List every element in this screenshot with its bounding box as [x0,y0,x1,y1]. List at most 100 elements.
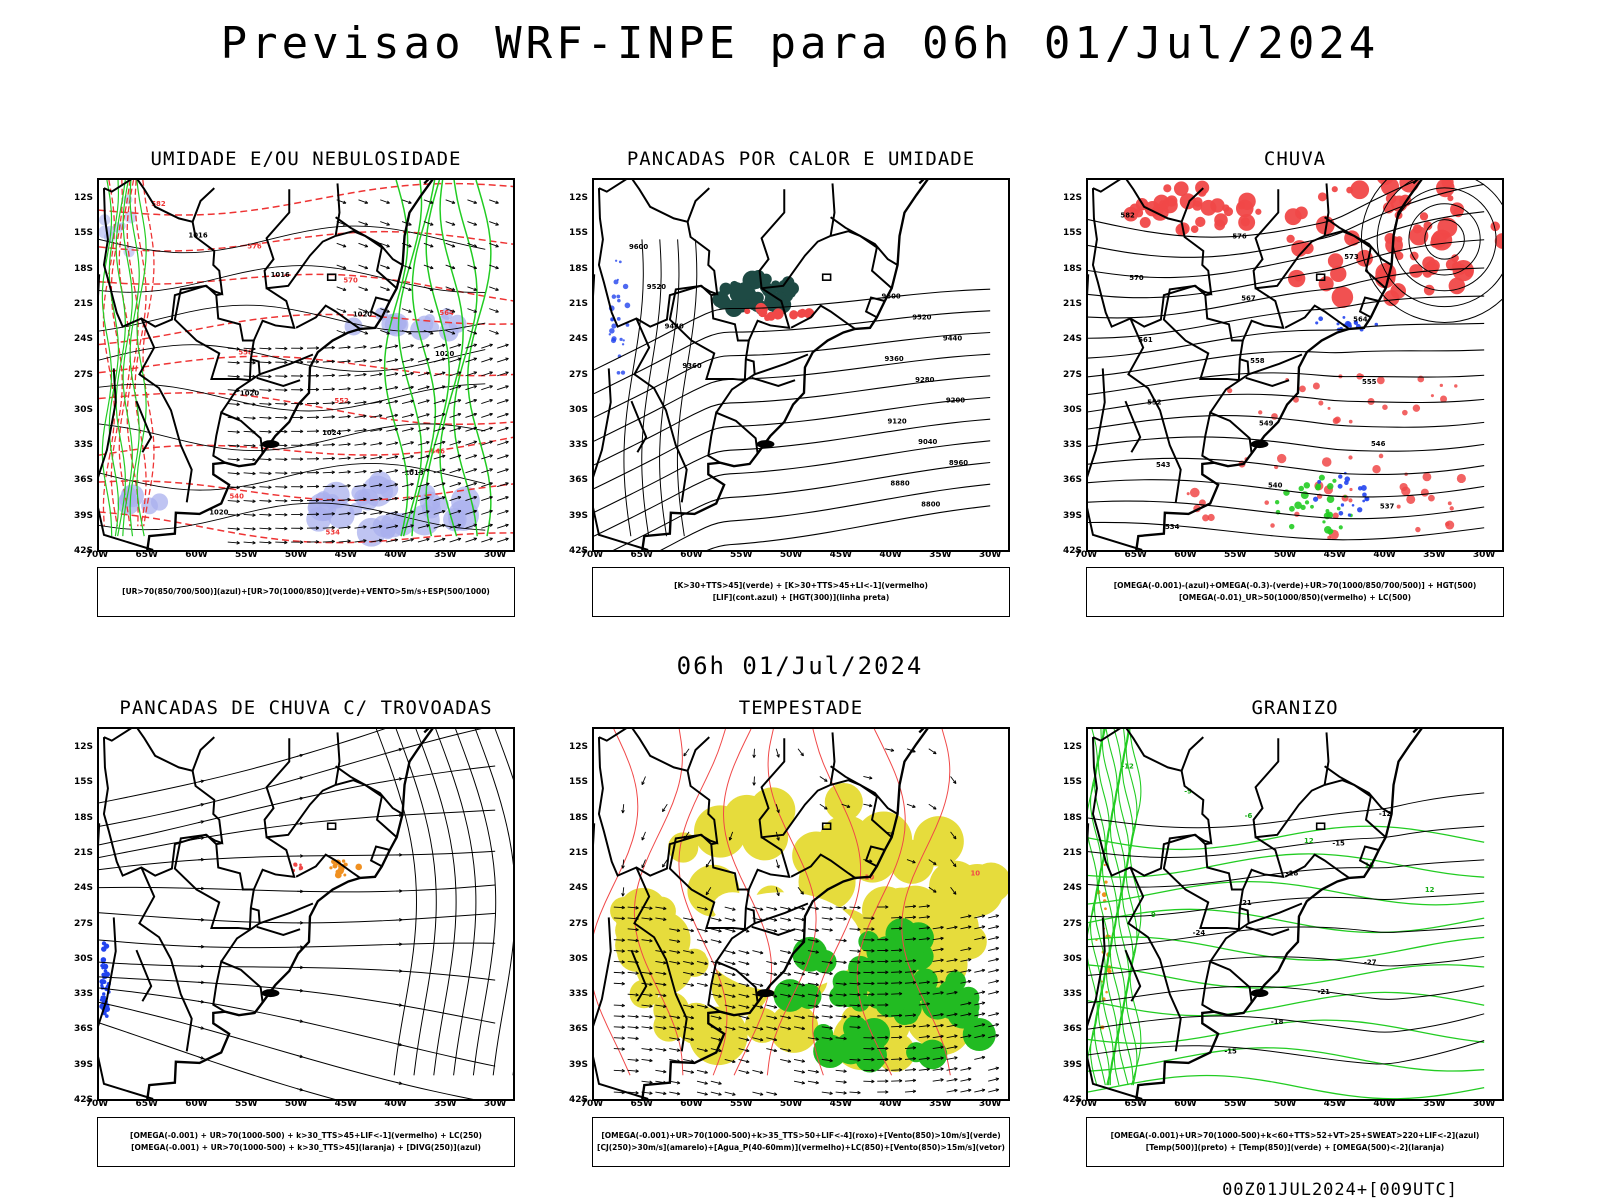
lon-tick-label: 40W [1373,1099,1396,1109]
svg-text:-21: -21 [1239,899,1252,907]
lon-tick-label: 45W [829,1099,853,1109]
svg-text:1015: 1015 [404,469,423,477]
lat-tick-label: 24S [568,334,588,345]
svg-text:546: 546 [1371,440,1386,448]
umidade-map: 582 576 570 564 558 552 546 540 534 1016 1016 1020 1… [97,178,515,552]
svg-text:576: 576 [247,242,262,250]
lat-tick-label: 42S [568,546,588,556]
chuva-map: 582 576 573 570 567 564 561 558 555 552 549 546 543 5… [1086,178,1504,552]
svg-text:-21: -21 [1317,988,1330,996]
svg-text:534: 534 [326,528,341,536]
lat-tick-label: 36S [73,1024,93,1035]
svg-text:9280: 9280 [915,376,934,384]
lat-tick-label: 18S [568,263,588,274]
svg-text:9520: 9520 [912,313,931,321]
lat-tick-label: 39S [73,510,93,521]
lat-tick-label: 36S [73,475,93,486]
svg-text:552: 552 [334,397,349,405]
svg-text:564: 564 [439,309,454,317]
lat-tick-label: 33S [1062,440,1082,451]
lat-tick-label: 42S [73,1095,93,1105]
footer-timestamp: 00Z01JUL2024+[009UTC] [1222,1180,1458,1200]
lat-tick-label: 30S [568,404,588,415]
granizo-map: -12 -15 -18 -21 -24 -27 -21 -18 -15 -12 -9 -6 12 15 12… [1086,727,1504,1101]
svg-text:-9: -9 [1184,787,1192,795]
pancadas-calor-map: 9600 9520 9440 9360 9280 9200 9120 9040 8960 8880… [592,178,1010,552]
svg-text:9360: 9360 [682,362,701,370]
svg-text:576: 576 [1232,232,1247,240]
lat-tick-label: 42S [1062,546,1082,556]
lon-tick-label: 50W [779,1099,803,1109]
svg-text:534: 534 [1165,523,1180,531]
lat-tick-label: 36S [568,475,588,486]
lon-tick-label: 55W [1224,550,1247,560]
middle-date-label: 06h 01/Jul/2024 [676,652,924,680]
svg-text:9440: 9440 [943,334,962,342]
lat-tick-label: 27S [1062,369,1082,380]
lat-tick-label: 39S [1062,1059,1082,1070]
svg-text:10: 10 [971,869,981,877]
lon-tick-label: 70W [580,550,604,560]
lon-tick-label: 40W [384,1099,407,1109]
lat-tick-label: 18S [1062,263,1082,274]
svg-text:552: 552 [1147,399,1162,407]
lat-tick-label: 12S [73,193,93,204]
granizo-map-canvas: -12-15-18-21-24-27-21-18-15-12-9-6121512… [1088,729,1485,1099]
pancadas-calor-map-canvas: 9600 9520 9440 9360 9280 9200 9120 9040 8960 8880… [594,180,991,550]
lon-tick-label: 65W [135,550,158,560]
lat-tick-label: 18S [73,812,93,823]
svg-text:12: 12 [1425,886,1435,894]
lat-tick-label: 15S [1062,228,1082,239]
lon-tick-label: 35W [1423,550,1446,560]
svg-text:9: 9 [1151,911,1156,919]
lon-tick-label: 60W [1174,550,1197,560]
svg-text:567: 567 [1241,295,1256,303]
lat-tick-label: 27S [568,369,588,380]
lat-tick-label: 24S [73,334,93,345]
lat-tick-label: 21S [1062,848,1082,859]
lon-tick-label: 40W [384,550,407,560]
lon-tick-label: 65W [135,1099,158,1109]
lon-tick-label: 35W [929,1099,952,1109]
svg-text:9360: 9360 [884,355,903,363]
pancadas-calor-panel-title: PANCADAS POR CALOR E UMIDADE [626,148,976,170]
lon-tick-label: 50W [1273,1099,1297,1109]
svg-text:1020: 1020 [353,311,372,319]
lat-tick-label: 36S [1062,1024,1082,1035]
lat-tick-label: 24S [1062,334,1082,345]
lon-tick-label: 60W [185,550,208,560]
svg-text:537: 537 [1380,502,1395,510]
tempestade-panel-title: TEMPESTADE [738,697,864,719]
lat-tick-label: 33S [568,989,588,1000]
svg-text:9200: 9200 [946,397,965,405]
lon-tick-label: 30W [483,1099,507,1109]
lat-tick-label: 24S [73,883,93,894]
lat-tick-label: 15S [1062,777,1082,788]
svg-text:582: 582 [1120,212,1135,220]
svg-text:9120: 9120 [887,417,906,425]
svg-text:-12: -12 [1379,810,1392,818]
legend-line: [UR>70(850/700/500)](azul)+[UR>70(1000/8… [122,587,490,596]
lat-tick-label: 18S [568,812,588,823]
lat-tick-label: 33S [73,989,93,1000]
lat-tick-label: 18S [1062,812,1082,823]
svg-text:12: 12 [1304,837,1314,845]
svg-text:9520: 9520 [647,283,666,291]
main-title: Previsao WRF-INPE para 06h 01/Jul/2024 [220,18,1380,69]
lat-tick-label: 42S [1062,1095,1082,1105]
umidade-map-canvas: 582 576 570 564 558 552 546 540 534 1016 1016 1020 1… [99,180,513,550]
lat-tick-label: 30S [568,953,588,964]
lon-tick-label: 55W [235,1099,258,1109]
lat-tick-label: 39S [568,510,588,521]
lat-tick-label: 12S [1062,742,1082,753]
lat-tick-label: 39S [73,1059,93,1070]
svg-text:8800: 8800 [921,500,940,508]
legend-line: [K>30+TTS>45](verde) + [K>30+TTS>45+LI<-… [674,581,928,590]
svg-text:-24: -24 [1193,929,1206,937]
umidade-legend: [UR>70(850/700/500)](azul)+[UR>70(1000/8… [97,567,515,617]
lat-tick-label: 21S [73,299,93,310]
svg-text:546: 546 [431,448,446,456]
lon-tick-label: 65W [630,550,653,560]
svg-text:-15: -15 [1332,840,1345,848]
svg-text:9440: 9440 [665,322,684,330]
